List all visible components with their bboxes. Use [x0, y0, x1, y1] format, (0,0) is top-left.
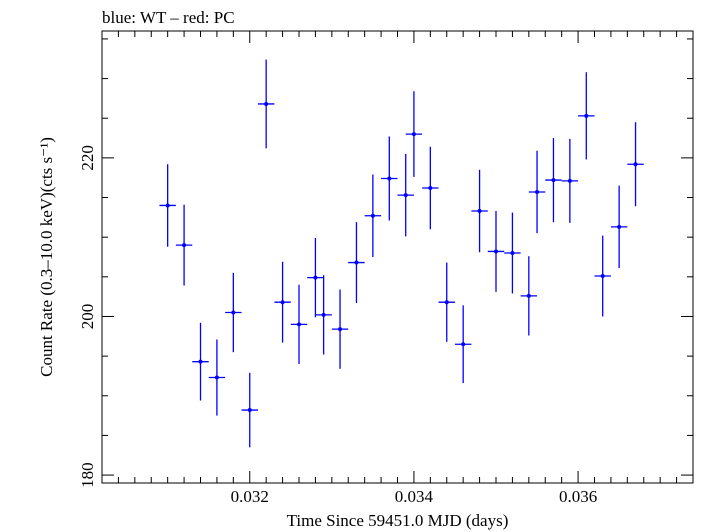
data-point	[290, 284, 308, 365]
data-point	[331, 289, 349, 369]
plot-frame	[101, 30, 694, 484]
data-point-marker	[264, 101, 269, 106]
data-point-marker	[280, 300, 285, 305]
data-point	[175, 204, 193, 286]
data-point-marker	[461, 342, 466, 347]
data-point-marker	[354, 260, 359, 265]
data-point	[520, 256, 538, 336]
data-point-marker	[600, 274, 605, 279]
data-point	[487, 211, 505, 292]
data-point	[241, 372, 258, 448]
data-point-marker	[247, 408, 252, 413]
y-tick-label: 220	[78, 145, 97, 171]
data-point	[307, 237, 324, 318]
x-tick-label: 0.034	[395, 487, 434, 506]
data-point	[561, 138, 579, 223]
data-point	[578, 72, 595, 160]
data-point-marker	[198, 359, 203, 364]
data-point-marker	[403, 193, 408, 198]
data-point-marker	[231, 310, 236, 315]
data-point	[438, 262, 455, 342]
data-point-marker	[617, 224, 622, 229]
data-point-marker	[214, 375, 219, 380]
data-point	[454, 305, 472, 384]
data-point	[257, 59, 275, 149]
data-point	[364, 174, 382, 257]
data-point-marker	[526, 293, 531, 298]
data-point-marker	[494, 249, 498, 254]
data-point	[274, 261, 291, 343]
data-point	[471, 169, 488, 253]
data-point	[405, 91, 423, 177]
data-point	[545, 138, 562, 223]
data-point-marker	[444, 300, 449, 305]
data-point-marker	[477, 209, 482, 214]
data-point	[422, 146, 439, 230]
data-point-marker	[567, 178, 572, 183]
data-point-marker	[182, 243, 187, 248]
data-point-marker	[297, 322, 301, 327]
data-point	[627, 122, 644, 207]
y-tick-label: 180	[78, 462, 97, 488]
data-point-marker	[387, 176, 392, 181]
data-points	[159, 59, 644, 448]
data-point-marker	[535, 189, 540, 194]
data-point-marker	[411, 132, 416, 137]
data-point-marker	[338, 327, 343, 332]
data-point-marker	[428, 186, 433, 191]
data-point-marker	[370, 213, 375, 218]
data-point	[594, 235, 611, 317]
data-point-marker	[584, 113, 589, 118]
data-point	[225, 272, 242, 353]
data-point	[159, 164, 176, 247]
data-point	[208, 339, 226, 416]
data-point-marker	[510, 251, 515, 256]
data-point	[397, 153, 414, 237]
x-axis-label: Time Since 59451.0 MJD (days)	[287, 511, 509, 530]
chart-title: blue: WT – red: PC	[102, 8, 235, 27]
data-point-marker	[633, 162, 638, 167]
data-point	[528, 150, 546, 234]
y-axis-label: Count Rate (0.3–10.0 keV)(cts s⁻¹)	[37, 137, 56, 377]
x-axis-ticks: 0.032 0.034 0.036	[101, 31, 694, 506]
data-point	[610, 185, 628, 269]
data-point-marker	[313, 275, 318, 280]
data-point	[381, 136, 398, 221]
data-point-marker	[165, 203, 170, 208]
data-point-marker	[321, 312, 326, 317]
data-point	[315, 275, 332, 355]
x-tick-label: 0.032	[231, 487, 269, 506]
data-point	[504, 212, 521, 294]
x-tick-label: 0.036	[559, 487, 597, 506]
y-tick-label: 200	[78, 304, 97, 330]
data-point	[192, 322, 209, 401]
y-axis-ticks: 180 200 220	[78, 38, 693, 488]
data-point	[348, 222, 365, 303]
data-point-marker	[551, 178, 556, 183]
